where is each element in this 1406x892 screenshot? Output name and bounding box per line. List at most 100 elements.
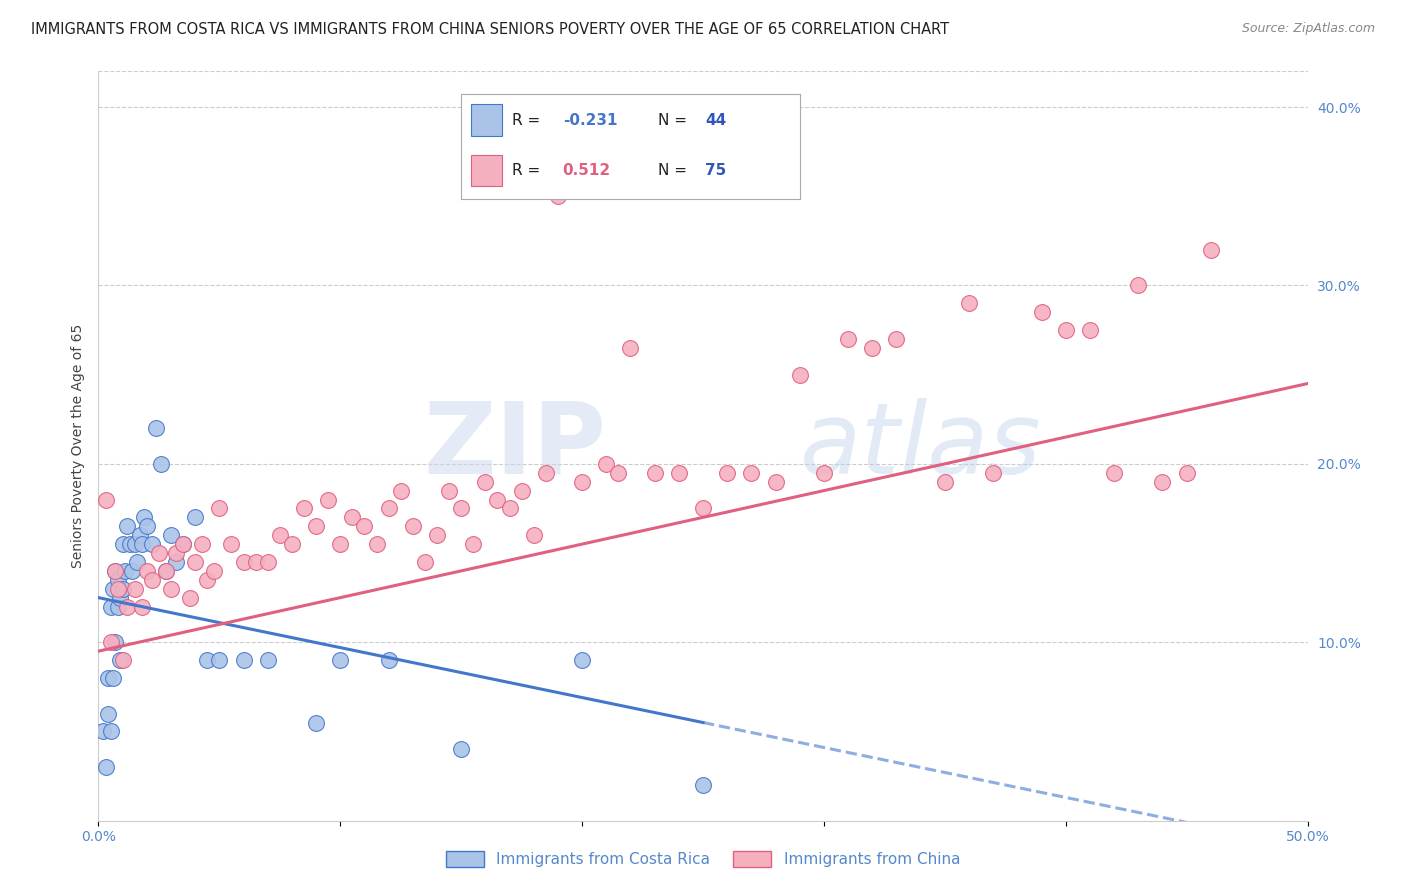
Point	[886, 332, 908, 346]
Point	[292, 501, 315, 516]
Point	[134, 510, 156, 524]
Point	[486, 492, 509, 507]
Point	[377, 653, 399, 667]
Point	[1031, 305, 1053, 319]
Point	[981, 466, 1004, 480]
Point	[108, 591, 131, 605]
Point	[692, 501, 714, 516]
Point	[184, 510, 207, 524]
Point	[94, 492, 117, 507]
Point	[221, 537, 243, 551]
Point	[111, 653, 134, 667]
Point	[107, 573, 129, 587]
Point	[256, 555, 278, 569]
Point	[145, 421, 167, 435]
Point	[128, 528, 150, 542]
Point	[141, 573, 163, 587]
Point	[184, 555, 207, 569]
Point	[172, 537, 194, 551]
Point	[195, 573, 218, 587]
Point	[498, 501, 520, 516]
Point	[389, 483, 412, 498]
Point	[644, 466, 666, 480]
Point	[957, 296, 980, 310]
Point	[353, 519, 375, 533]
Point	[377, 501, 399, 516]
Point	[208, 501, 231, 516]
Point	[1152, 475, 1174, 489]
Point	[256, 653, 278, 667]
Point	[316, 492, 339, 507]
Point	[108, 653, 131, 667]
Point	[450, 501, 472, 516]
Point	[1128, 278, 1150, 293]
Point	[165, 546, 187, 560]
Point	[160, 528, 183, 542]
Point	[179, 591, 201, 605]
Point	[740, 466, 762, 480]
Text: IMMIGRANTS FROM COSTA RICA VS IMMIGRANTS FROM CHINA SENIORS POVERTY OVER THE AGE: IMMIGRANTS FROM COSTA RICA VS IMMIGRANTS…	[31, 22, 949, 37]
Point	[269, 528, 291, 542]
Y-axis label: Seniors Poverty Over the Age of 65: Seniors Poverty Over the Age of 65	[70, 324, 84, 568]
Point	[547, 189, 569, 203]
Point	[124, 582, 146, 596]
Point	[607, 466, 630, 480]
Point	[692, 778, 714, 792]
Point	[111, 537, 134, 551]
Point	[104, 564, 127, 578]
Point	[789, 368, 811, 382]
Point	[1054, 323, 1077, 337]
Text: Source: ZipAtlas.com: Source: ZipAtlas.com	[1241, 22, 1375, 36]
Point	[195, 653, 218, 667]
Point	[534, 466, 557, 480]
Point	[463, 537, 485, 551]
Point	[124, 537, 146, 551]
Point	[104, 564, 127, 578]
Point	[97, 671, 120, 685]
Point	[860, 341, 883, 355]
Point	[1102, 466, 1125, 480]
Point	[232, 555, 254, 569]
Point	[100, 635, 122, 649]
Point	[305, 519, 328, 533]
Point	[402, 519, 425, 533]
Point	[165, 555, 187, 569]
Text: ZIP: ZIP	[423, 398, 606, 494]
Point	[114, 564, 136, 578]
Point	[160, 582, 183, 596]
Point	[172, 537, 194, 551]
Point	[342, 510, 364, 524]
Point	[155, 564, 177, 578]
Point	[474, 475, 496, 489]
Point	[100, 724, 122, 739]
Point	[97, 706, 120, 721]
Point	[107, 599, 129, 614]
Point	[934, 475, 956, 489]
Point	[571, 653, 593, 667]
Point	[426, 528, 449, 542]
Point	[191, 537, 214, 551]
Point	[155, 564, 177, 578]
Point	[135, 564, 157, 578]
Text: atlas: atlas	[800, 398, 1042, 494]
Point	[148, 546, 170, 560]
Point	[141, 537, 163, 551]
Point	[595, 457, 617, 471]
Legend: Immigrants from Costa Rica, Immigrants from China: Immigrants from Costa Rica, Immigrants f…	[440, 845, 966, 873]
Point	[523, 528, 546, 542]
Point	[329, 537, 352, 551]
Point	[837, 332, 859, 346]
Point	[571, 475, 593, 489]
Point	[510, 483, 533, 498]
Point	[91, 724, 114, 739]
Point	[107, 582, 129, 596]
Point	[413, 555, 436, 569]
Point	[232, 653, 254, 667]
Point	[281, 537, 304, 551]
Point	[437, 483, 460, 498]
Point	[135, 519, 157, 533]
Point	[450, 742, 472, 756]
Point	[204, 564, 226, 578]
Point	[127, 555, 149, 569]
Point	[117, 599, 139, 614]
